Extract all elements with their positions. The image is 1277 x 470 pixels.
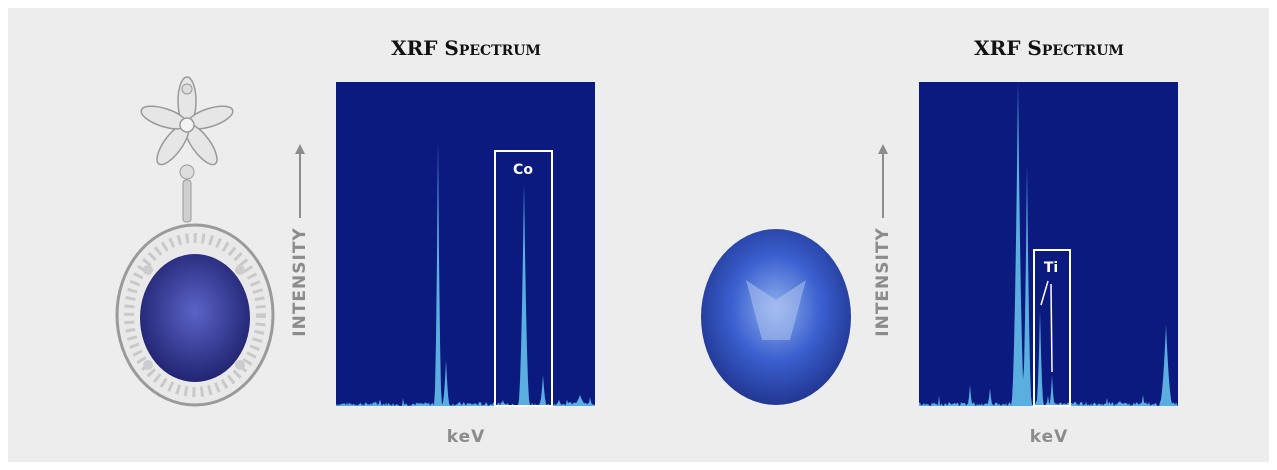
gem-image bbox=[701, 229, 851, 405]
element-label: Co bbox=[513, 162, 533, 178]
panel-title: XRF Spectrum bbox=[974, 36, 1124, 60]
element-label: Ti bbox=[1044, 260, 1058, 276]
spectrum-area bbox=[919, 82, 1178, 406]
pointer-line bbox=[1051, 284, 1052, 372]
y-axis-label: INTENSITY bbox=[873, 227, 893, 336]
figure: XRF Spectrum Co INTENSITY keV XRF Spectr… bbox=[0, 0, 1277, 470]
x-axis-label: keV bbox=[447, 427, 486, 447]
spectrum-area bbox=[336, 82, 595, 406]
y-axis-label: INTENSITY bbox=[290, 227, 310, 336]
x-axis-label: keV bbox=[1030, 427, 1069, 447]
panel-title: XRF Spectrum bbox=[391, 36, 541, 60]
